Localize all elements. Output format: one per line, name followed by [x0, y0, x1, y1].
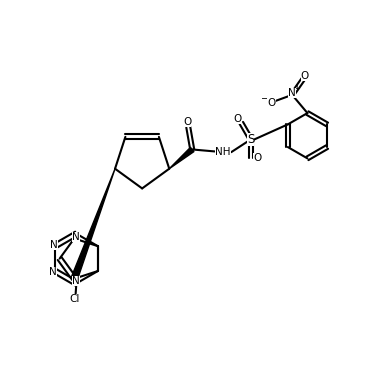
Text: S: S: [247, 133, 254, 146]
Text: −: −: [261, 94, 269, 104]
Text: O: O: [267, 98, 276, 108]
Polygon shape: [71, 169, 115, 280]
Polygon shape: [169, 147, 194, 169]
Text: O: O: [234, 114, 242, 124]
Text: N: N: [50, 240, 58, 250]
Text: N: N: [49, 267, 57, 277]
Text: N: N: [288, 88, 296, 98]
Text: N: N: [72, 232, 80, 242]
Text: O: O: [253, 152, 262, 162]
Text: Cl: Cl: [69, 294, 80, 304]
Text: N: N: [72, 276, 80, 286]
Text: O: O: [301, 70, 309, 81]
Text: NH: NH: [215, 147, 231, 157]
Text: +: +: [293, 84, 300, 93]
Text: O: O: [183, 116, 191, 127]
